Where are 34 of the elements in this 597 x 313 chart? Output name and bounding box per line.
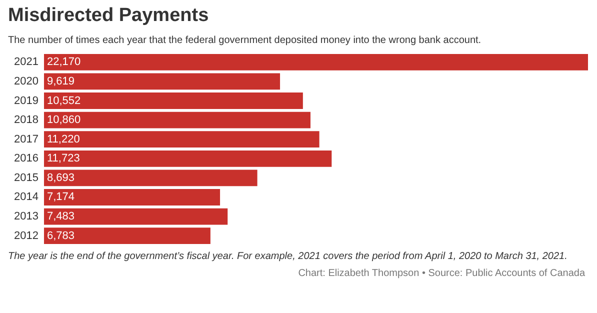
- bar: [44, 170, 258, 186]
- y-tick-label: 2015: [14, 172, 38, 184]
- data-label: 22,170: [47, 56, 81, 68]
- data-label: 11,220: [47, 133, 80, 146]
- y-tick-label: 2020: [14, 75, 38, 88]
- data-label: 8,693: [47, 172, 75, 184]
- bar: [44, 131, 320, 148]
- y-tick-label: 2016: [14, 152, 38, 165]
- y-tick-label: 2017: [14, 133, 38, 146]
- bar: [44, 208, 228, 225]
- data-label: 10,552: [47, 94, 81, 107]
- text: Chart: Elizabeth Thompson • Source: Public Accounts of Canada: [297, 268, 586, 279]
- data-label: 7,174: [47, 191, 75, 204]
- y-tick-label: 2014: [14, 191, 38, 204]
- y-tick-label: 2013: [14, 210, 38, 223]
- y-tick-label: 2012: [14, 230, 38, 242]
- chart-subtitle: The number of times each year that the federal government deposited money into the wrong bank account.: [8, 35, 482, 46]
- bar: [44, 150, 332, 167]
- bar: [44, 54, 588, 70]
- data-label: 9,619: [47, 75, 75, 88]
- chart-title: Misdirected Payments: [8, 5, 209, 26]
- data-label: 10,860: [47, 114, 81, 126]
- bar: [44, 112, 310, 128]
- y-tick-label: 2018: [14, 114, 38, 126]
- data-label: 11,723: [47, 152, 80, 165]
- bar: [44, 73, 280, 90]
- bar: [44, 92, 303, 109]
- text: The year is the end of the government’s fiscal year. For example, 2021 covers the period from April 1, 2020 to March 31, 2021.: [8, 251, 568, 262]
- data-label: 7,483: [47, 210, 75, 223]
- y-tick-label: 2021: [14, 56, 38, 68]
- y-tick-label: 2019: [14, 94, 38, 107]
- data-label: 6,783: [47, 230, 75, 242]
- bar: [44, 189, 220, 206]
- bar: [44, 228, 210, 244]
